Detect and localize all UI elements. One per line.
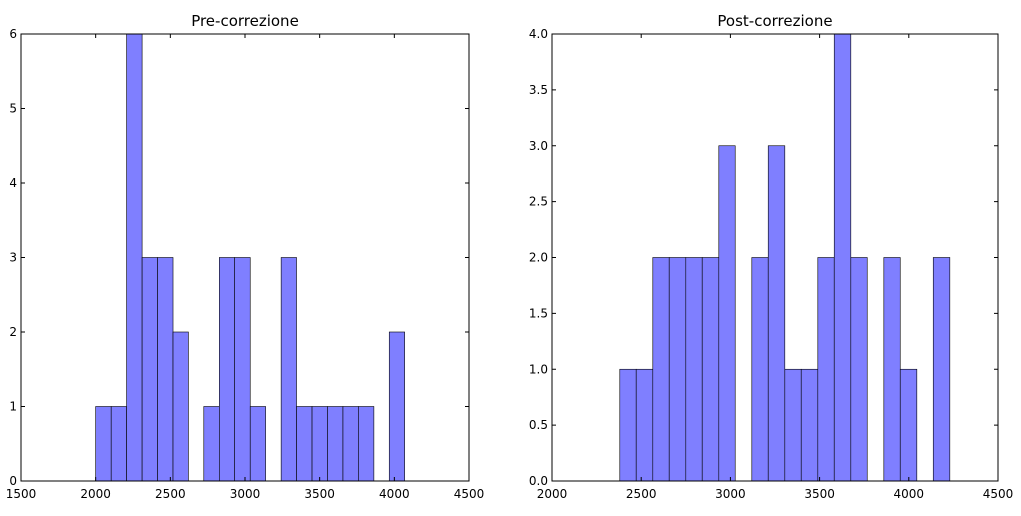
y-tick-label: 1.5 bbox=[529, 306, 548, 320]
histogram-bar bbox=[342, 406, 359, 482]
x-tick-label: 3000 bbox=[715, 487, 746, 501]
chart-title: Pre-correzione bbox=[191, 12, 299, 30]
x-tick-label: 4000 bbox=[379, 487, 410, 501]
histogram-bar bbox=[234, 257, 251, 482]
histogram-bar bbox=[280, 257, 297, 482]
histogram-bar bbox=[685, 257, 703, 482]
histogram-bar bbox=[817, 257, 835, 482]
y-tick-label: 3.5 bbox=[529, 83, 548, 97]
x-tick-label: 4500 bbox=[454, 487, 485, 501]
histogram-bar bbox=[219, 257, 235, 482]
histogram-bar bbox=[388, 331, 405, 482]
chart-title: Post-correzione bbox=[717, 12, 832, 30]
histogram-bar bbox=[833, 33, 852, 482]
histogram-bar bbox=[701, 257, 720, 482]
x-tick-label: 1500 bbox=[6, 487, 37, 501]
histogram-bar bbox=[899, 368, 918, 482]
histogram-bar bbox=[157, 257, 174, 482]
x-tick-label: 3500 bbox=[304, 487, 335, 501]
y-tick-label: 2 bbox=[9, 325, 17, 339]
chart-post-correzione: Post-correzione 2000 2500 3000 3500 4000 4500… bbox=[529, 12, 1013, 501]
y-tick-label: 3.0 bbox=[529, 139, 548, 153]
x-tick-label: 2500 bbox=[626, 487, 657, 501]
histogram-bar bbox=[652, 257, 670, 482]
x-tick-label: 2000 bbox=[80, 487, 111, 501]
histogram-bar bbox=[327, 406, 344, 482]
histogram-bar bbox=[141, 257, 158, 482]
y-tick-label: 0.0 bbox=[529, 474, 548, 488]
histogram-bar bbox=[126, 33, 143, 482]
y-tick-label: 5 bbox=[9, 102, 17, 116]
y-tick-label: 2.5 bbox=[529, 195, 548, 209]
histogram-bar bbox=[668, 257, 687, 482]
histogram-bar bbox=[95, 406, 112, 482]
y-tick-label: 0.5 bbox=[529, 418, 548, 432]
histogram-bar bbox=[767, 145, 786, 482]
x-tick-label: 3000 bbox=[230, 487, 261, 501]
y-tick-label: 0 bbox=[9, 474, 17, 488]
histogram-bar bbox=[311, 406, 328, 482]
x-tick-label: 4000 bbox=[894, 487, 925, 501]
histogram-bar bbox=[249, 406, 266, 482]
histogram-bar bbox=[932, 257, 951, 482]
histogram-bar bbox=[635, 368, 654, 482]
chart-pre-correzione: Pre-correzione 1500 2000 2500 3000 3500 4000 4… bbox=[6, 12, 485, 501]
histogram-bar bbox=[110, 406, 127, 482]
histogram-bar bbox=[203, 406, 220, 482]
histogram-bar bbox=[619, 368, 637, 482]
y-tick-label: 6 bbox=[9, 27, 17, 41]
y-tick-label: 4.0 bbox=[529, 27, 548, 41]
histogram-bar bbox=[751, 257, 769, 482]
x-tick-label: 3500 bbox=[804, 487, 835, 501]
histogram-bar bbox=[883, 257, 901, 482]
histogram-bar bbox=[358, 406, 375, 482]
y-tick-label: 1.0 bbox=[529, 362, 548, 376]
x-tick-label: 4500 bbox=[983, 487, 1014, 501]
histogram-bar bbox=[296, 406, 313, 482]
histogram-bar bbox=[784, 368, 802, 482]
y-tick-label: 2.0 bbox=[529, 251, 548, 265]
y-tick-label: 1 bbox=[9, 400, 17, 414]
histogram-bar bbox=[850, 257, 868, 482]
histogram-bar bbox=[800, 368, 819, 482]
y-tick-label: 4 bbox=[9, 176, 17, 190]
histogram-bar bbox=[718, 145, 736, 482]
y-tick-label: 3 bbox=[9, 251, 17, 265]
x-tick-label: 2000 bbox=[537, 487, 568, 501]
histogram-bar bbox=[172, 331, 189, 482]
x-tick-label: 2500 bbox=[155, 487, 186, 501]
